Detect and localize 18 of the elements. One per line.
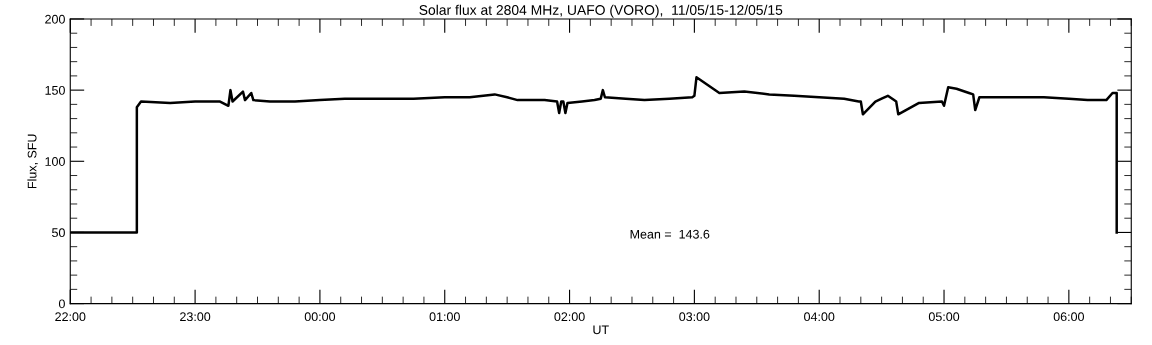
x-tick-label: 04:00 xyxy=(804,312,835,322)
x-axis-title: UT xyxy=(593,325,609,335)
x-tick-label: 02:00 xyxy=(554,312,585,322)
chart-title: Solar flux at 2804 MHz, UAFO (VORO), 11/05/15-12/05/15 xyxy=(419,4,783,18)
annotation: Mean = 143.6 xyxy=(630,229,710,239)
x-tick-label: 00:00 xyxy=(304,312,336,322)
y-tick-label: 50 xyxy=(52,228,65,238)
y-tick-label: 100 xyxy=(45,157,65,166)
y-tick-label: 150 xyxy=(45,85,65,95)
x-tick-label: 05:00 xyxy=(928,312,960,322)
x-tick-label: 03:00 xyxy=(679,312,710,322)
x-tick-label: 22:00 xyxy=(55,312,86,322)
y-tick-label: 0 xyxy=(58,299,65,309)
y-axis-title: Flux, SFU xyxy=(27,134,39,189)
x-tick-label: 06:00 xyxy=(1053,312,1085,322)
y-tick-label: 200 xyxy=(45,14,65,24)
x-tick-label: 23:00 xyxy=(180,312,211,322)
x-tick-label: 01:00 xyxy=(429,312,460,322)
